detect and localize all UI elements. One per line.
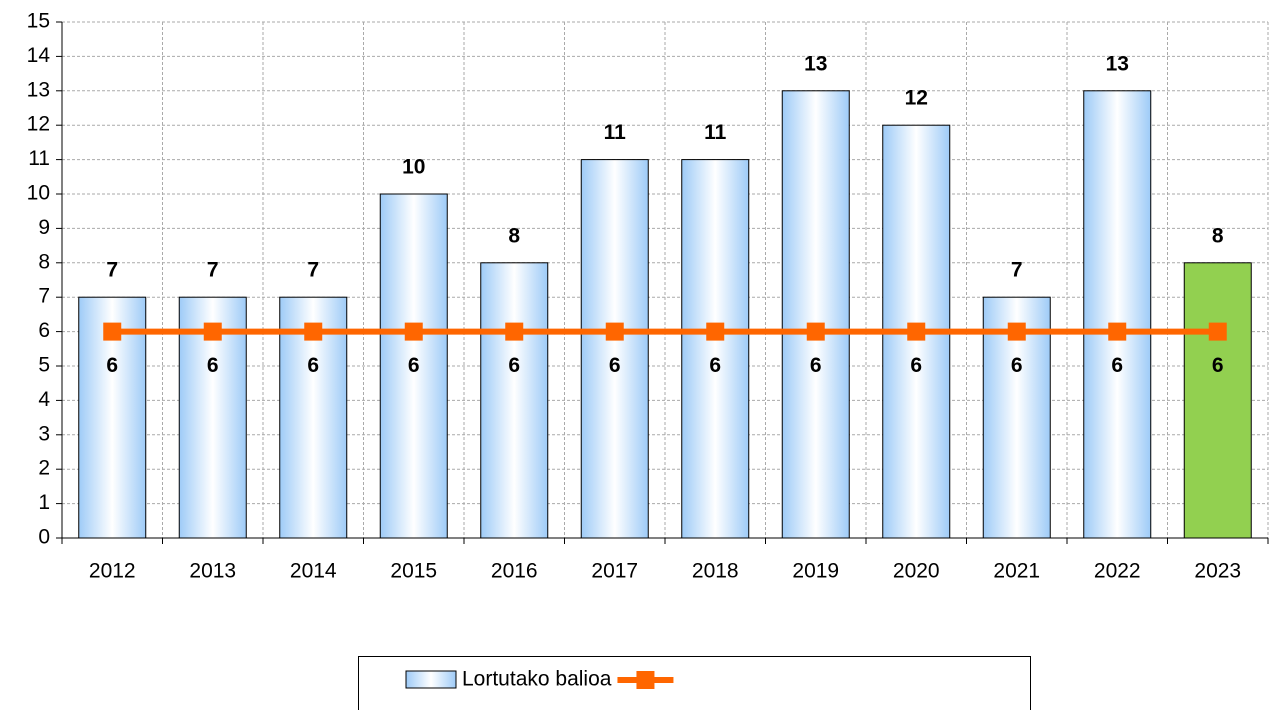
x-tick-label: 2017 (591, 560, 638, 583)
bar-value-label: 8 (508, 224, 520, 247)
bar-value-label: 11 (604, 121, 627, 144)
line-marker (404, 322, 423, 341)
line-value-label: 6 (910, 354, 922, 377)
bar-value-label: 11 (704, 121, 727, 144)
line-value-label: 6 (408, 354, 420, 377)
y-tick-label: 10 (27, 182, 50, 205)
y-tick-label: 8 (38, 250, 50, 273)
bar-value-label: 8 (1212, 224, 1224, 247)
legend-swatch (405, 670, 457, 689)
line-marker (304, 322, 323, 341)
line-value-label: 6 (609, 354, 621, 377)
line-marker (1007, 322, 1026, 341)
bar-value-label: 13 (804, 52, 827, 75)
x-tick-label: 2013 (189, 560, 236, 583)
line-value-label: 6 (106, 354, 118, 377)
y-tick-label: 4 (38, 388, 50, 411)
line-marker (505, 322, 524, 341)
x-tick-label: 2020 (893, 560, 940, 583)
line-marker (706, 322, 725, 341)
y-tick-label: 0 (38, 526, 50, 549)
bar (1183, 262, 1252, 539)
x-tick-label: 2019 (792, 560, 839, 583)
line-value-label: 6 (1212, 354, 1224, 377)
x-tick-label: 2016 (491, 560, 538, 583)
legend-marker (636, 671, 655, 689)
y-tick-label: 15 (27, 10, 50, 33)
y-tick-label: 5 (38, 354, 50, 377)
bar (781, 90, 850, 539)
y-tick-label: 11 (28, 147, 50, 170)
line-value-label: 6 (709, 354, 721, 377)
line-value-label: 6 (207, 354, 219, 377)
bar-value-label: 7 (307, 259, 319, 282)
x-tick-label: 2012 (89, 560, 136, 583)
x-tick-label: 2021 (993, 560, 1040, 583)
x-tick-label: 2014 (290, 560, 337, 583)
bar-value-label: 7 (106, 259, 118, 282)
y-tick-label: 9 (38, 216, 50, 239)
x-tick-label: 2018 (692, 560, 739, 583)
bar (580, 159, 649, 539)
line-value-label: 6 (508, 354, 520, 377)
line-marker (907, 322, 926, 341)
bar-value-label: 7 (1011, 259, 1023, 282)
y-tick-label: 7 (38, 285, 50, 308)
bar-value-label: 12 (905, 87, 928, 110)
line-value-label: 6 (1011, 354, 1023, 377)
line-marker (605, 322, 624, 341)
legend-label: Lortutako balioa (462, 668, 612, 691)
y-tick-label: 1 (38, 491, 50, 514)
bar (480, 262, 549, 539)
y-tick-label: 2 (38, 457, 50, 480)
line-value-label: 6 (307, 354, 319, 377)
bar-value-label: 13 (1106, 52, 1129, 75)
y-tick-label: 13 (27, 78, 50, 101)
legend-box (358, 656, 1031, 710)
x-tick-label: 2023 (1194, 560, 1241, 583)
bar-value-label: 7 (207, 259, 219, 282)
bar (379, 193, 448, 539)
bar (1083, 90, 1152, 539)
bar-value-label: 10 (402, 156, 425, 179)
x-tick-label: 2022 (1094, 560, 1141, 583)
y-tick-label: 12 (27, 113, 50, 136)
line-marker (203, 322, 222, 341)
bar (681, 159, 750, 539)
y-tick-label: 6 (38, 319, 50, 342)
y-tick-label: 3 (38, 422, 50, 445)
line-value-label: 6 (810, 354, 822, 377)
line-value-label: 6 (1111, 354, 1123, 377)
line-marker (806, 322, 825, 341)
x-tick-label: 2015 (390, 560, 437, 583)
line-marker (1208, 322, 1227, 341)
y-tick-label: 14 (27, 44, 51, 67)
line-marker (1108, 322, 1127, 341)
line-marker (103, 322, 122, 341)
